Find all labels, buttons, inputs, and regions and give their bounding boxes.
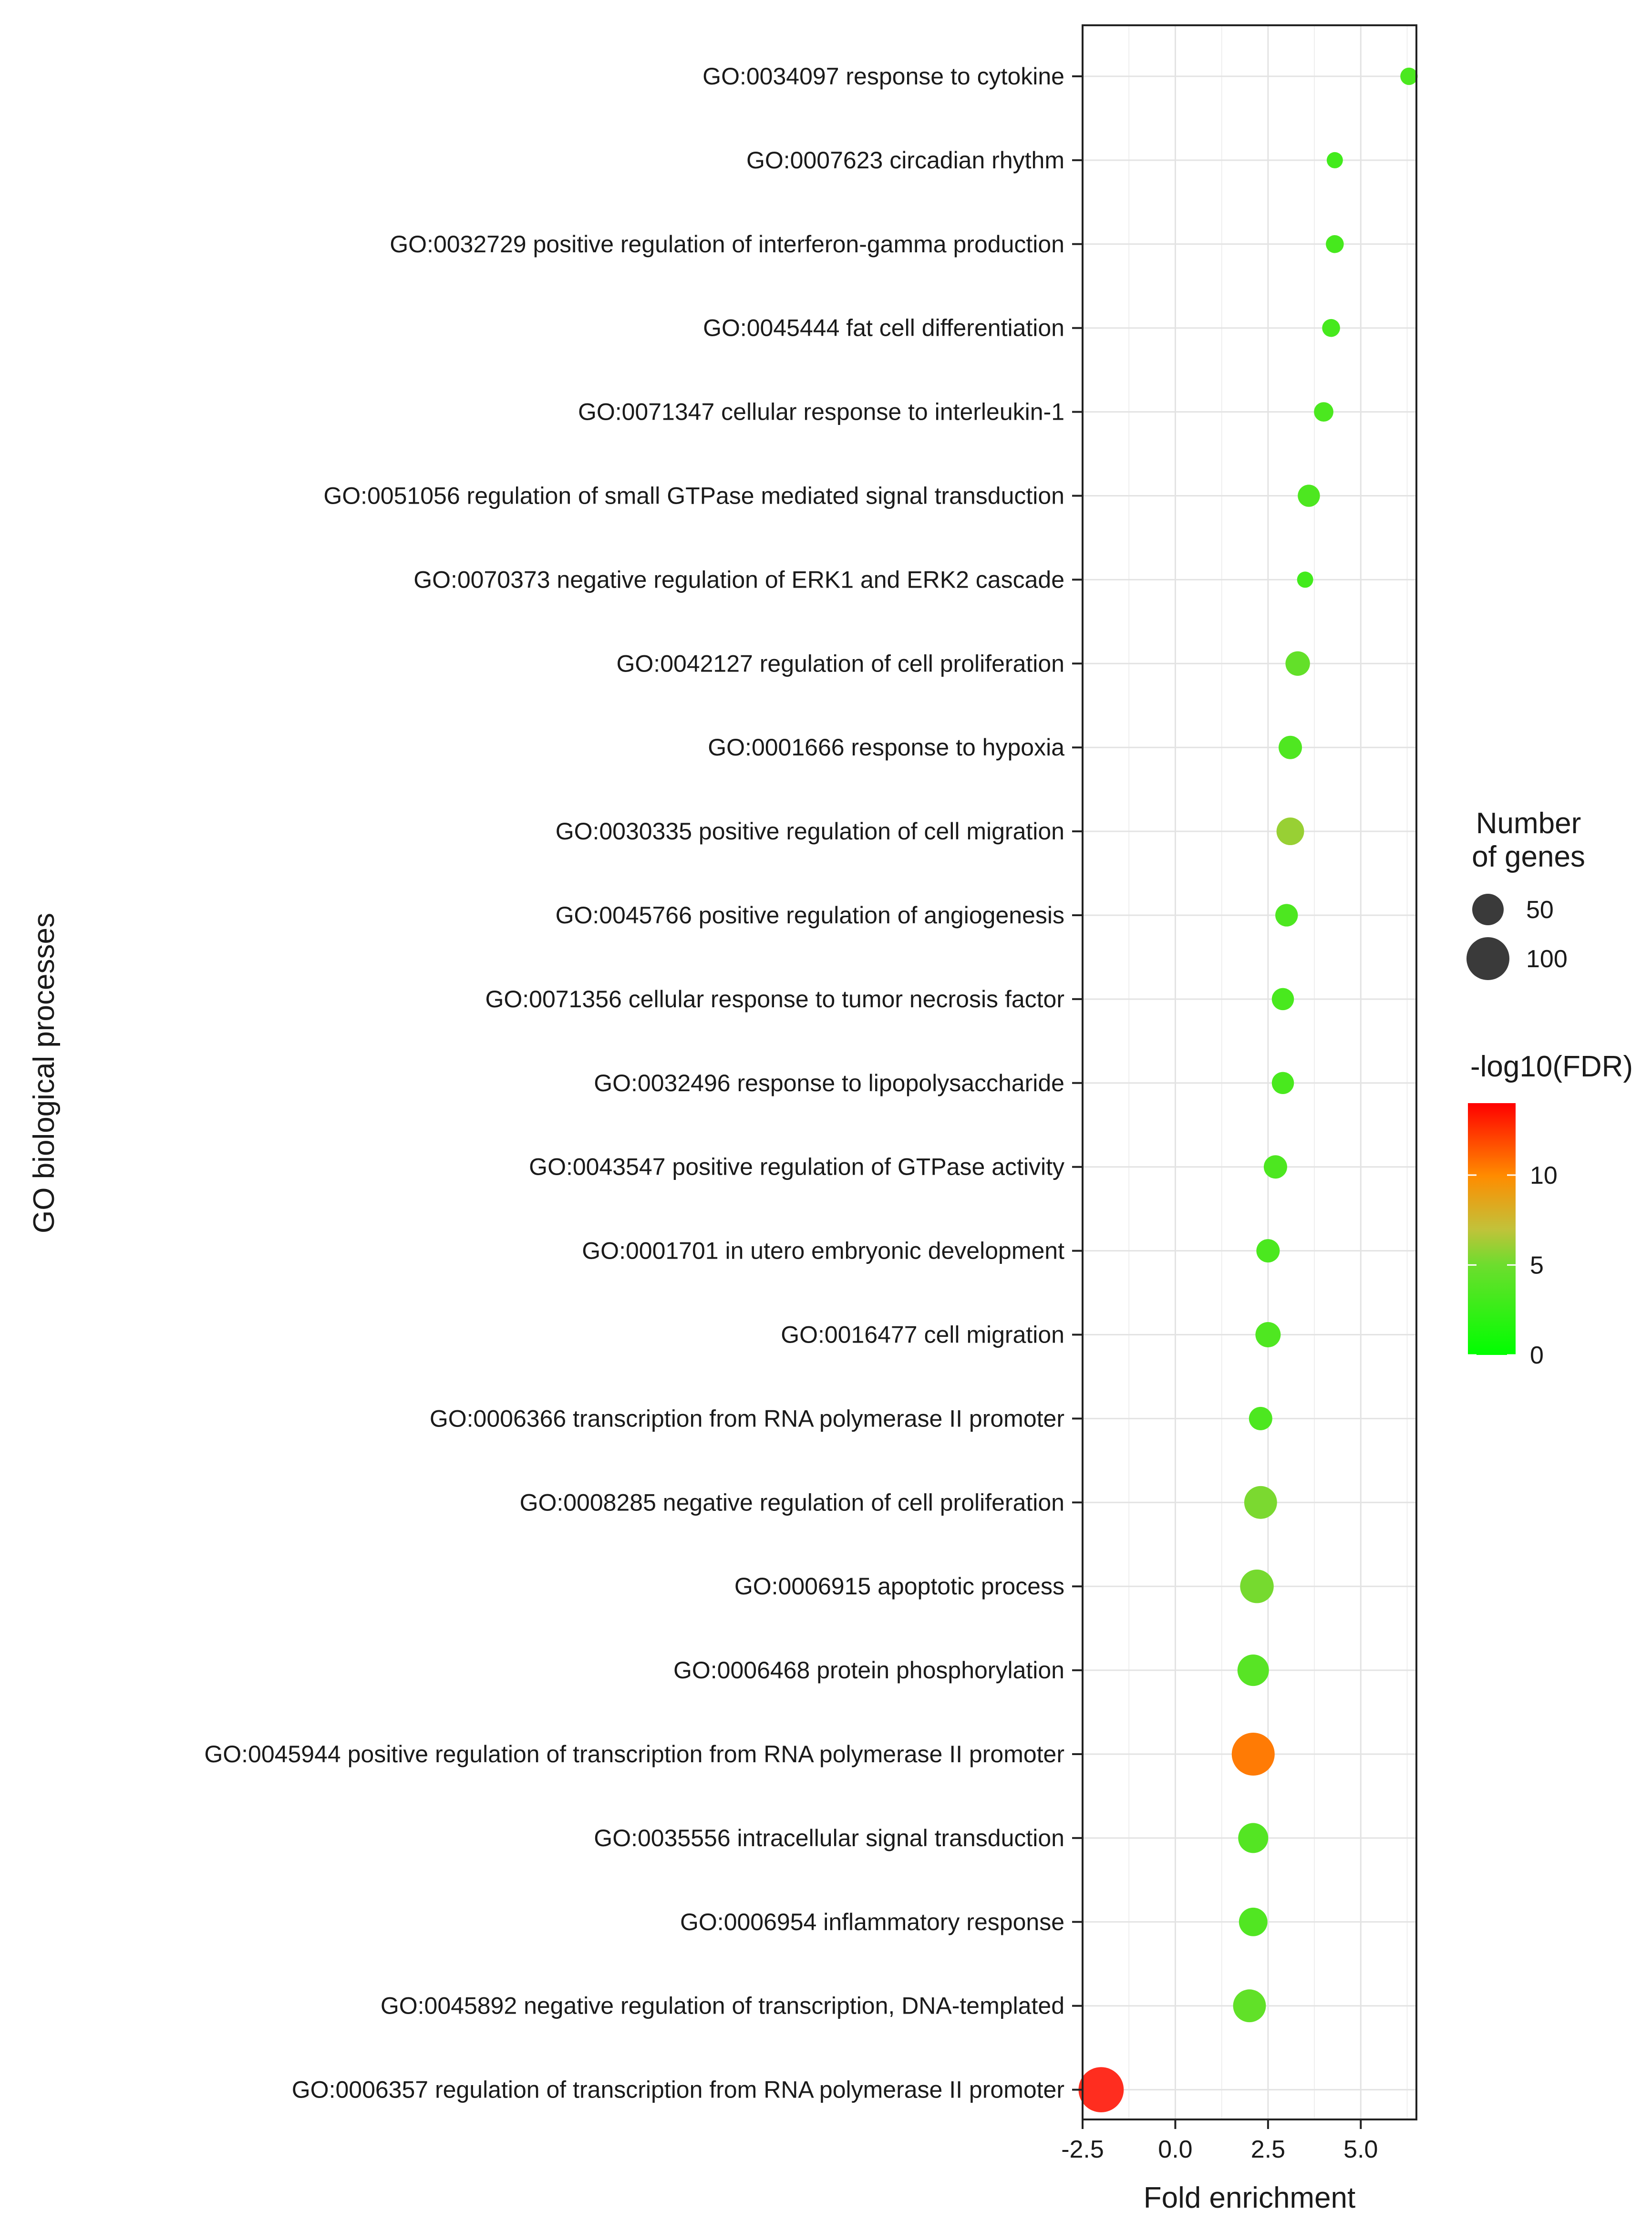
size-legend-label: 50 — [1526, 896, 1554, 924]
x-axis-title: Fold enrichment — [1144, 2181, 1356, 2214]
data-point — [1271, 1072, 1294, 1095]
term-label: GO:0035556 intracellular signal transduc… — [594, 1825, 1064, 1851]
data-point — [1314, 402, 1333, 422]
data-point — [1297, 571, 1313, 588]
data-point — [1276, 817, 1304, 846]
term-label: GO:0034097 response to cytokine — [702, 63, 1064, 90]
term-label: GO:0006954 inflammatory response — [680, 1909, 1064, 1935]
size-legend-dot — [1472, 894, 1504, 925]
term-label: GO:0030335 positive regulation of cell m… — [556, 818, 1064, 845]
term-label: GO:0008285 negative regulation of cell p… — [520, 1489, 1064, 1516]
data-point — [1240, 1569, 1274, 1603]
plot-panel-border — [1082, 24, 1417, 2120]
term-label: GO:0045444 fat cell differentiation — [703, 315, 1064, 341]
data-point — [1239, 1907, 1268, 1936]
data-point — [1298, 485, 1320, 507]
term-label: GO:0071356 cellular response to tumor ne… — [485, 986, 1064, 1013]
term-label: GO:0051056 regulation of small GTPase me… — [323, 483, 1064, 509]
term-label: GO:0032496 response to lipopolysaccharid… — [594, 1070, 1064, 1096]
data-point — [1322, 319, 1340, 337]
term-label: GO:0016477 cell migration — [781, 1322, 1064, 1348]
data-point — [1256, 1239, 1280, 1263]
size-legend: Number of genes 50 100 — [1466, 807, 1585, 980]
data-point — [1244, 1486, 1277, 1519]
data-point — [1238, 1823, 1269, 1853]
x-axis-ticks: -2.5 0.0 2.5 5.0 — [1061, 2119, 1378, 2163]
data-point — [1275, 904, 1298, 927]
color-legend-tick-label: 0 — [1530, 1342, 1544, 1369]
color-legend-tick-label: 10 — [1530, 1162, 1558, 1189]
color-legend: -log10(FDR) 10 5 0 — [1468, 1050, 1633, 1369]
term-label: GO:0006468 protein phosphorylation — [673, 1657, 1064, 1684]
data-point — [1263, 1155, 1287, 1179]
x-tick-label: -2.5 — [1061, 2136, 1104, 2163]
x-tick-label: 2.5 — [1251, 2136, 1285, 2163]
data-point — [1078, 2067, 1124, 2112]
term-label: GO:0042127 regulation of cell proliferat… — [617, 650, 1064, 677]
data-point — [1326, 152, 1343, 168]
data-point — [1326, 235, 1344, 253]
color-legend-bar — [1468, 1103, 1516, 1355]
term-label: GO:0006366 transcription from RNA polyme… — [430, 1405, 1064, 1432]
color-legend-title: -log10(FDR) — [1470, 1050, 1633, 1083]
term-label: GO:0045766 positive regulation of angiog… — [556, 902, 1064, 929]
data-point — [1233, 1989, 1266, 2023]
term-label: GO:0071347 cellular response to interleu… — [578, 399, 1064, 425]
term-label: GO:0001701 in utero embryonic developmen… — [582, 1238, 1064, 1264]
data-point — [1231, 1733, 1275, 1776]
term-label: GO:0007623 circadian rhythm — [746, 147, 1064, 174]
data-point — [1271, 988, 1294, 1011]
size-legend-title-line2: of genes — [1472, 840, 1585, 873]
size-legend-keys: 50 100 — [1466, 894, 1568, 980]
term-labels: GO:0034097 response to cytokine GO:000762… — [204, 63, 1083, 2103]
term-label: GO:0045892 negative regulation of transc… — [381, 1993, 1064, 2019]
data-point — [1279, 735, 1302, 759]
data-point — [1237, 1654, 1269, 1686]
term-label: GO:0032729 positive regulation of interf… — [390, 231, 1064, 258]
x-tick-label: 5.0 — [1343, 2136, 1378, 2163]
data-point — [1285, 651, 1310, 676]
term-label: GO:0006915 apoptotic process — [734, 1573, 1064, 1600]
term-label: GO:0070373 negative regulation of ERK1 a… — [413, 566, 1064, 593]
term-label: GO:0045944 positive regulation of transc… — [204, 1741, 1064, 1767]
size-legend-label: 100 — [1526, 945, 1568, 973]
y-axis-title: GO biological processes — [28, 913, 61, 1233]
data-point — [1255, 1322, 1281, 1347]
color-legend-ticks: 10 5 0 — [1468, 1162, 1558, 1369]
data-point — [1249, 1406, 1272, 1430]
data-points — [1078, 67, 1418, 2112]
term-label: GO:0001666 response to hypoxia — [708, 734, 1064, 761]
x-tick-label: 0.0 — [1158, 2136, 1192, 2163]
size-legend-title-line1: Number — [1476, 807, 1581, 840]
term-label: GO:0006357 regulation of transcription f… — [292, 2077, 1064, 2103]
grid-lines — [1082, 25, 1416, 2119]
color-legend-tick-label: 5 — [1530, 1251, 1544, 1279]
term-label: GO:0043547 positive regulation of GTPase… — [529, 1154, 1064, 1180]
size-legend-dot — [1466, 937, 1509, 980]
data-point — [1400, 67, 1418, 85]
